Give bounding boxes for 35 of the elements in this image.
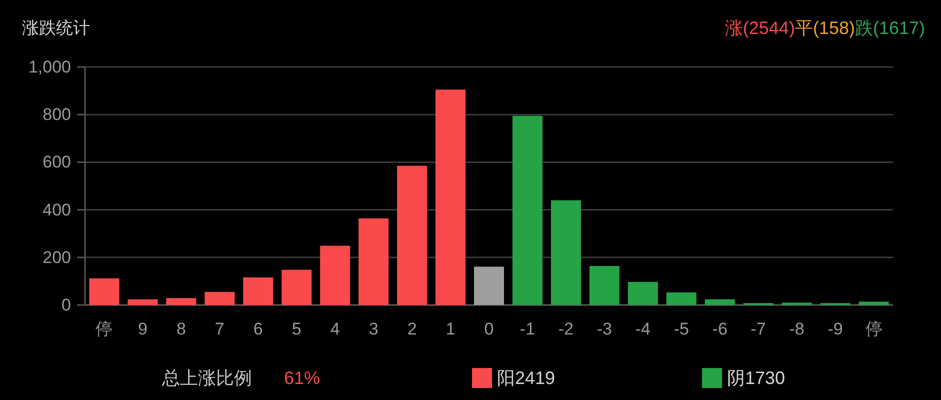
x-tick-label: -3 [596, 320, 612, 338]
x-tick-label: -2 [558, 320, 574, 338]
text: 阴1730 [727, 368, 786, 388]
x-tick-label: 3 [368, 320, 378, 338]
x-tick-label: 5 [292, 320, 302, 338]
x-tick-label: 停 [865, 320, 882, 338]
x-tick-label: 4 [330, 320, 340, 338]
x-tick-label: 1 [446, 320, 456, 338]
y-tick-label: 200 [42, 248, 71, 267]
x-tick-label: 停 [96, 320, 113, 338]
y-tick-label: 1,000 [28, 58, 71, 76]
y-tick-label: 800 [42, 105, 71, 124]
text: 平(158) [794, 18, 855, 38]
x-tick-label: 8 [176, 320, 186, 338]
x-tick-label: 7 [214, 320, 224, 338]
x-tick-label: -5 [674, 320, 689, 338]
x-tick-label: -4 [635, 320, 650, 338]
x-tick-label: -9 [828, 320, 843, 338]
x-tick-label: -8 [789, 320, 804, 338]
y-tick-label: 600 [42, 152, 71, 172]
text: 总上涨比例 [161, 368, 252, 388]
y-tick-label: 0 [62, 296, 71, 314]
text: 61% [284, 368, 320, 388]
text: 阳2419 [497, 368, 556, 388]
x-tick-label: 0 [484, 320, 494, 338]
y-tick-label: 400 [42, 200, 71, 220]
x-tick-label: -7 [750, 320, 766, 338]
chart-title: 涨跌统计 [22, 18, 90, 38]
x-tick-label: -6 [712, 320, 728, 338]
text: 跌(1617) [854, 18, 925, 38]
x-tick-label: -1 [520, 320, 536, 338]
x-tick-label: 6 [253, 320, 263, 338]
x-tick-label: 2 [407, 320, 417, 338]
text: 涨(2544) [724, 18, 795, 38]
x-tick-label: 9 [138, 320, 148, 338]
